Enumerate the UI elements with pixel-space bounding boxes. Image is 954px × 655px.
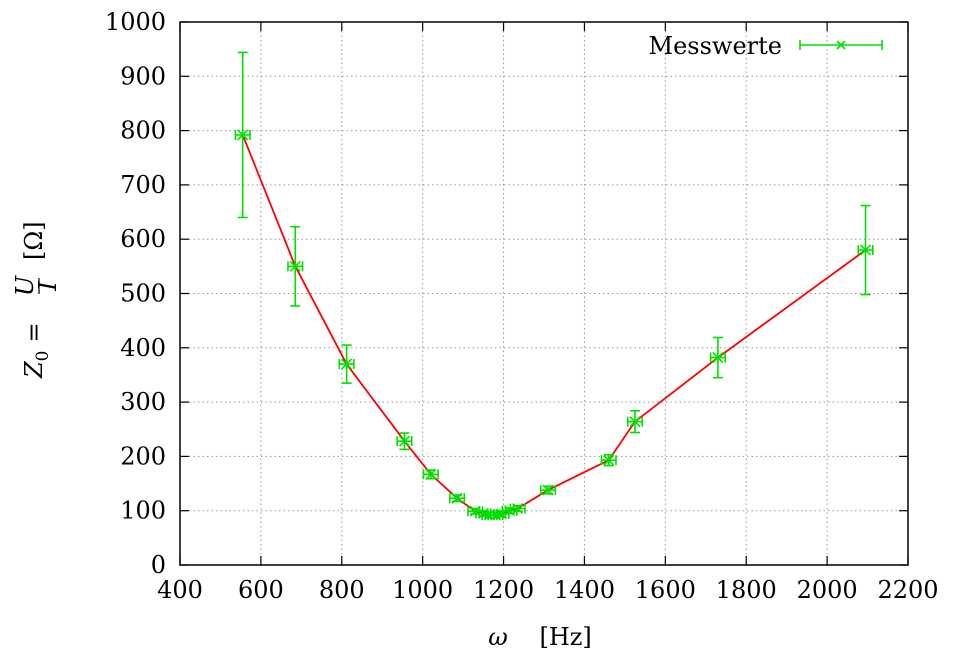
point-marker	[341, 358, 353, 370]
x-axis-symbol: ω	[488, 623, 508, 651]
y-tick-label: 300	[120, 388, 166, 416]
x-tick-label: 800	[319, 576, 365, 604]
data-point	[338, 344, 355, 384]
x-tick-label: 400	[157, 576, 203, 604]
point-marker	[451, 492, 463, 504]
data-point	[509, 502, 526, 515]
x-tick-label: 2200	[877, 576, 938, 604]
data-point	[857, 204, 874, 296]
point-marker	[477, 507, 489, 519]
data-point	[600, 453, 617, 467]
svg-text:Z0=: Z0 =	[20, 322, 53, 379]
ticks-layer: 400 600 800 1000 1200 1400 1600 1800 2000 2200 0 10…	[105, 8, 939, 604]
y-tick-label: 200	[120, 442, 166, 470]
point-marker	[237, 129, 249, 141]
y-tick-label: 900	[120, 62, 166, 90]
point-marker	[859, 244, 872, 256]
x-tick-label: 1200	[473, 576, 534, 604]
x-tick-label: 1000	[392, 576, 453, 604]
data-point	[539, 484, 557, 496]
curve-layer	[241, 134, 867, 516]
y-axis-unit: [Ω]	[20, 221, 48, 260]
point-marker	[629, 416, 641, 428]
y-tick-label: 600	[120, 225, 166, 253]
y-axis-z: Z	[20, 360, 48, 379]
data-point	[709, 336, 726, 379]
data-point	[422, 468, 439, 480]
legend-label-messwerte: Messwerte	[649, 32, 782, 60]
legend: Messwerte	[649, 32, 883, 60]
point-marker	[603, 454, 615, 466]
x-tick-label: 1600	[635, 576, 696, 604]
x-tick-label: 600	[238, 576, 284, 604]
y-tick-label: 100	[120, 497, 166, 525]
point-marker	[398, 435, 411, 447]
point-marker	[712, 352, 724, 364]
point-marker	[512, 502, 524, 515]
point-marker	[542, 484, 554, 496]
y-axis-sub: 0	[33, 350, 53, 361]
y-axis-label: Z0 = U I [Ω]	[11, 221, 62, 379]
point-marker	[289, 260, 301, 272]
y-axis-eq: =	[20, 322, 48, 342]
x-tick-label: 1800	[716, 576, 777, 604]
y-tick-label: 800	[120, 117, 166, 145]
point-marker	[504, 505, 516, 517]
y-tick-label: 400	[120, 334, 166, 362]
x-tick-label: 1400	[554, 576, 615, 604]
y-tick-label: 500	[120, 280, 166, 308]
y-tick-label: 1000	[105, 8, 166, 36]
legend-sample-marker	[799, 40, 883, 50]
data-point	[448, 492, 466, 504]
points-layer	[234, 51, 874, 521]
x-axis-unit: [Hz]	[539, 623, 591, 651]
point-marker	[425, 468, 437, 480]
legend-marker	[836, 40, 846, 50]
y-tick-label: 700	[120, 171, 166, 199]
x-tick-label: 2000	[797, 576, 858, 604]
grid-layer	[180, 22, 908, 565]
y-axis-numerator: U	[11, 275, 39, 296]
data-point	[287, 225, 304, 307]
x-axis-label: ω [Hz]	[488, 623, 592, 651]
y-tick-label: 0	[151, 551, 166, 579]
data-point	[234, 51, 251, 219]
series-line-messwerte	[241, 134, 867, 516]
y-axis-denominator: I	[34, 281, 62, 292]
data-point	[396, 432, 413, 451]
data-point	[626, 409, 644, 434]
point-marker	[469, 505, 481, 517]
